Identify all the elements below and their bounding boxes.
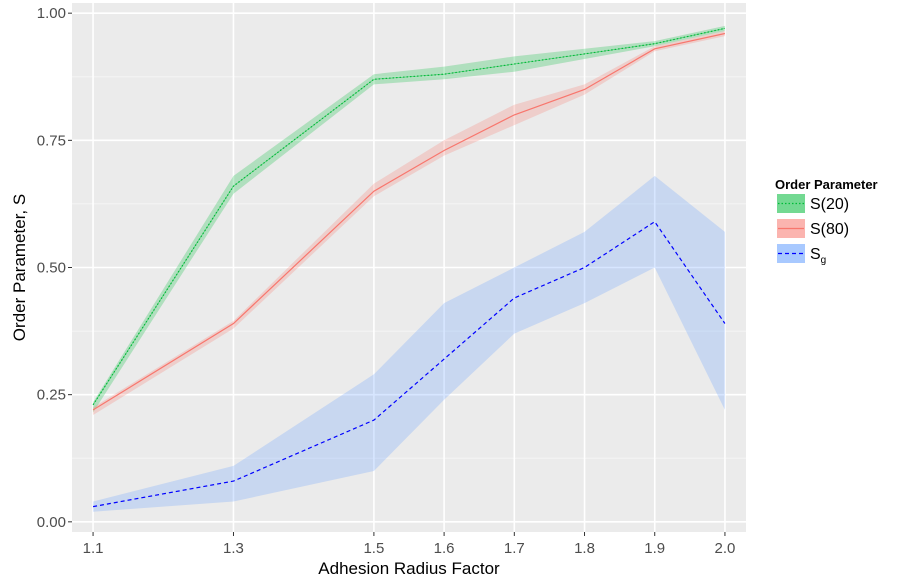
y-axis-ticks: 0.00 0.25 0.50 0.75 1.00 — [37, 5, 72, 531]
legend-label-subscript: g — [821, 255, 827, 266]
series-line-base-S20 — [92, 28, 725, 405]
x-tick-label: 1.5 — [363, 540, 384, 557]
y-tick-label: 0.00 — [37, 514, 66, 531]
band-Sg — [93, 175, 725, 512]
x-tick-label: 2.0 — [715, 540, 736, 557]
y-tick-label: 0.25 — [37, 387, 66, 404]
x-tick-label: 1.7 — [504, 540, 525, 557]
x-tick-label: 1.1 — [83, 540, 104, 557]
confidence-bands — [93, 25, 725, 512]
y-tick-label: 1.00 — [37, 5, 66, 22]
y-tick-label: 0.50 — [37, 260, 66, 277]
legend-label: S(80) — [810, 221, 849, 238]
grid-lines — [72, 3, 746, 532]
x-axis-ticks: 1.1 1.3 1.5 1.6 1.7 1.8 1.9 2.0 — [83, 532, 736, 557]
legend-label: S(20) — [810, 196, 849, 213]
x-tick-label: 1.8 — [574, 540, 595, 557]
y-tick-label: 0.75 — [37, 132, 66, 149]
legend-title: Order Parameter — [775, 177, 878, 192]
x-tick-label: 1.6 — [434, 540, 455, 557]
legend-label: Sg — [810, 246, 826, 266]
series-line-S80 — [92, 32, 726, 411]
series-lines — [92, 27, 726, 508]
legend: Order Parameter S(20) S(80) Sg — [775, 177, 878, 266]
x-tick-label: 1.9 — [644, 540, 665, 557]
x-axis-label: Adhesion Radius Factor — [318, 559, 500, 578]
legend-key-S20 — [777, 194, 805, 213]
series-line-Sg — [92, 220, 726, 508]
x-tick-label: 1.3 — [223, 540, 244, 557]
y-axis-label: Order Parameter, S — [10, 194, 29, 341]
legend-key-Sg — [777, 244, 805, 263]
